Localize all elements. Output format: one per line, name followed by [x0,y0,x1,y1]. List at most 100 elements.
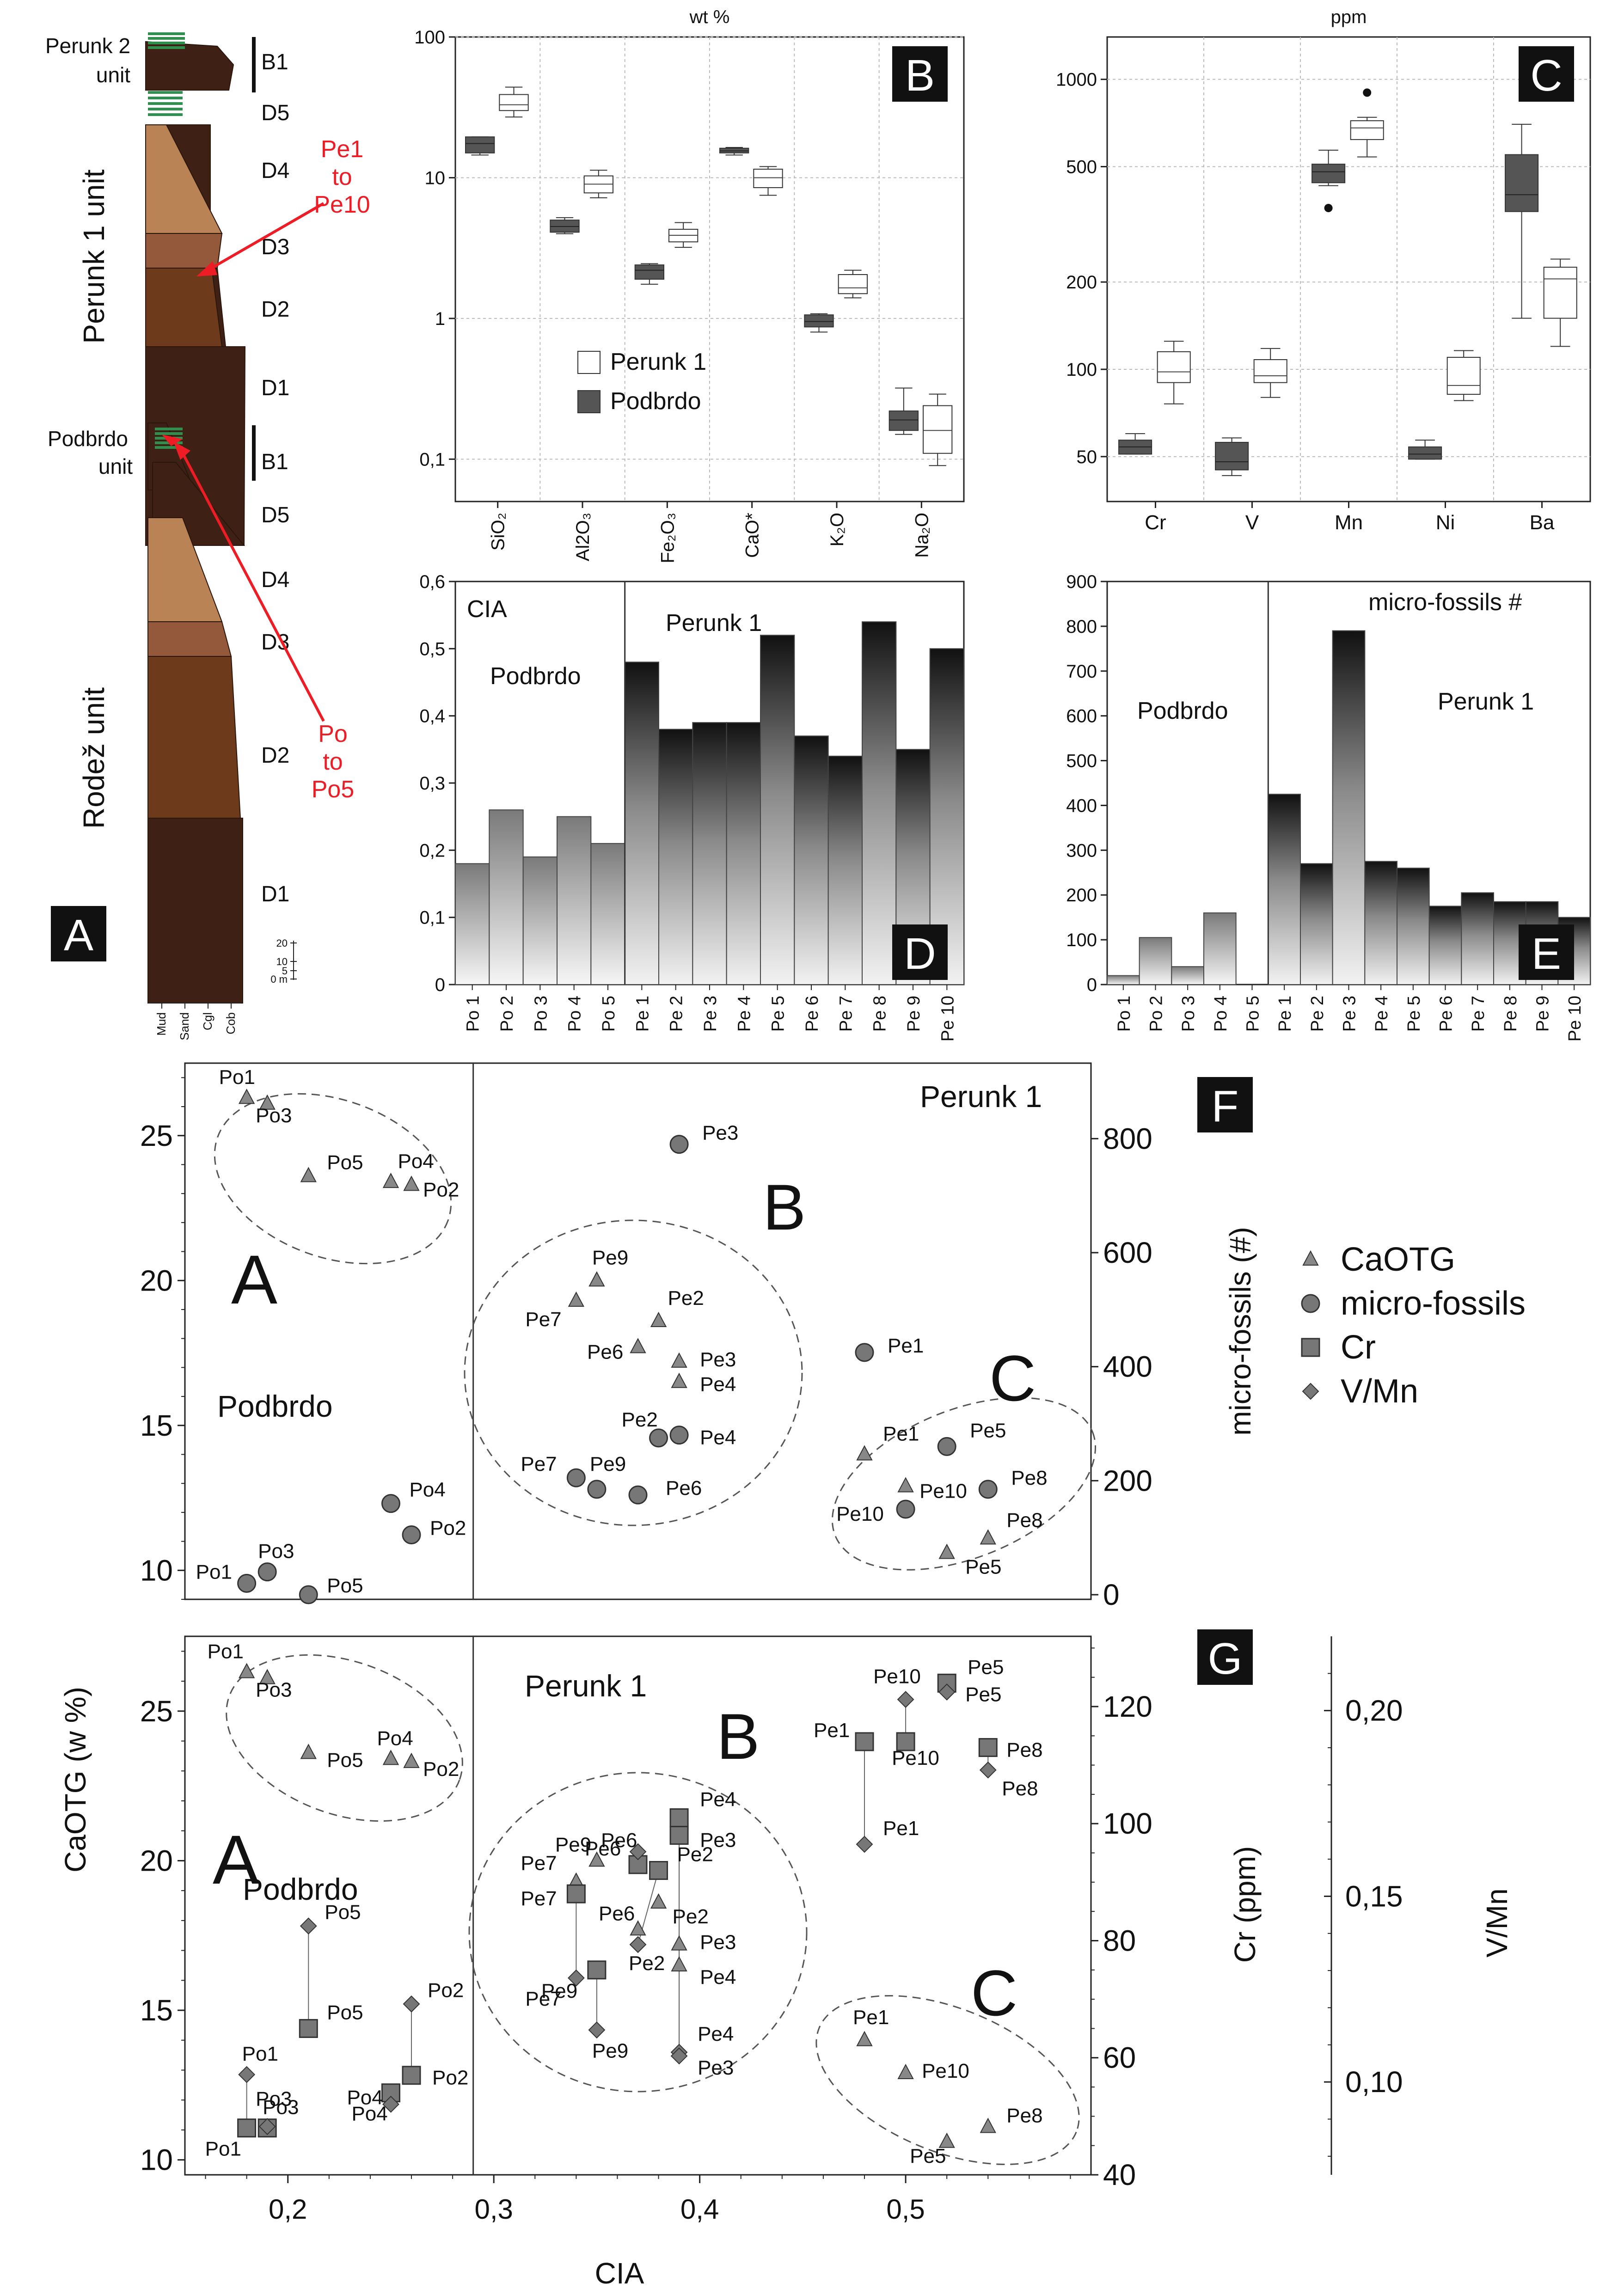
panel-g-point-label-pe2: Pe2 [677,1843,713,1866]
panel-f-point-caotg-po5 [300,1167,317,1182]
panel-e-xtick-label-6: Pe 2 [1308,996,1327,1032]
panel-c-ytick-label: 500 [1066,157,1097,177]
annotation-po-range: to [323,748,343,775]
panel-g-point-vmn-pe10 [897,1691,914,1708]
panel-g-y3tick-label: 0,10 [1345,2065,1403,2099]
panel-e-xtick-label-2: Po 3 [1179,996,1198,1032]
xtick-label-ni: Ni [1436,511,1455,534]
panel-b-ytick-label: 100 [414,27,445,48]
subunit-lower-b1: B1 [261,450,288,474]
panel-d-xtick-label-14: Pe 10 [938,996,957,1041]
panel-e-bar-po2 [1139,937,1172,985]
panel-g-point-label-pe7: Pe7 [521,1887,557,1910]
panel-g-point-caotg-pe2 [650,1893,667,1909]
panel-b-badge: B [892,46,948,102]
podbrdo-box-1 [1215,441,1249,471]
subunit-lower-d4: D4 [261,568,289,592]
panel-e-xtick-label-13: Pe 9 [1533,996,1553,1032]
panel-f-badge-box [1197,1077,1253,1132]
panel-g-point-label-pe6: Pe6 [601,1829,637,1852]
panel-g-point-caotg-pe10 [897,2063,914,2079]
panel-f-point-caotg-pe3 [671,1352,687,1368]
panel-g-xtick-label: 0,2 [269,2194,307,2225]
panel-e-xtick-label-8: Pe 4 [1372,996,1391,1032]
panel-g-y2tick-label: 60 [1103,2041,1136,2075]
xtick-label-2: Fe₂O₃ [657,513,678,563]
podbrdo-box-5 [889,410,919,431]
panel-f-y2tick-label: 600 [1103,1236,1152,1269]
panel-e-xtick-label-1: Po 2 [1147,996,1166,1032]
panel-d-group-podbrdo: Podbrdo [490,663,581,690]
panel-e-bar-pe3 [1332,630,1366,985]
panel-e-ytick-label: 900 [1066,572,1097,592]
unit-label-podbrdo-b: unit [98,454,133,478]
panel-g-xtick-label: 0,3 [474,2194,513,2225]
panel-d-bar-po2 [489,809,524,985]
panel-f-point-label-po5: Po5 [327,1151,363,1174]
annotation-arrow-po-head [173,441,190,460]
panel-f-point-label-pe7: Pe7 [525,1308,561,1331]
panel-f-point-label-pe6: Pe6 [666,1477,702,1499]
panel-b-ytick-label: 1 [435,309,445,329]
panel-f-point-label-pe5: Pe5 [965,1556,1001,1579]
panel-f-point-label-po5: Po5 [327,1574,363,1597]
panel-b-badge-letter: B [905,51,935,100]
panel-c: 50 100 200 500 1000 Cr V Mn Ni Ba ppm [1056,7,1591,534]
panel-g-frame [184,1635,1092,2176]
panel-f-ytick-label: 15 [140,1409,173,1442]
panel-d-bar-po5 [590,843,625,985]
panel-e-xtick-label-0: Po 1 [1115,996,1134,1032]
panel-d-xtick-label-5: Pe 1 [633,996,652,1032]
panel-f-cluster-label-a: A [231,1241,277,1318]
grain-label-sand: Sand [178,1012,191,1040]
panel-g-point-label-pe4: Pe4 [700,1788,736,1811]
panel-g-point-vmn-po3 [258,2118,276,2135]
panel-c-ytick-label: 200 [1066,272,1097,293]
panel-e-ytick-label: 800 [1066,617,1097,637]
panel-g-point-caotg-po5 [300,1744,317,1759]
panel-f-point-label-po2: Po2 [423,1178,459,1201]
subunit-upper-b1: B1 [261,50,288,74]
panel-g-point-label-pe1: Pe1 [883,1817,919,1840]
panel-f-y2tick-label: 400 [1103,1350,1152,1383]
panel-f-point-label-pe6: Pe6 [587,1340,623,1363]
legend-fg-marker-caotg [1302,1250,1319,1266]
panel-f-point-caotg-pe7 [568,1291,585,1307]
panel-f-cluster-label-b: B [763,1171,806,1243]
subunit-upper-d5: D5 [261,101,289,125]
panel-g-point-label-po5: Po5 [327,1749,363,1771]
panel-g-point-label-pe4: Pe4 [700,1966,736,1989]
panel-e-badge-letter: E [1532,929,1561,979]
panel-d-xtick-label-3: Po 4 [565,996,585,1032]
panel-g-point-label-pe9: Pe9 [592,2040,628,2062]
unit-label-rodez: Rodež unit [77,687,110,829]
panel-d-xtick-label-7: Pe 3 [701,996,720,1032]
panel-f-y2label: micro-fossils (#) [1224,1227,1257,1436]
perunk-box-3 [1446,357,1481,395]
panel-b-ytick-label: 10 [425,168,446,188]
panel-f-point-label-po1: Po1 [196,1561,232,1583]
panel-b-frame [454,36,965,502]
panel-f-y2tick-label: 0 [1103,1578,1120,1611]
podbrdo-box-2-outlier [1324,204,1333,213]
panel-f-point-micro-fossils-pe5 [937,1437,956,1456]
xtick-label-0: SiO₂ [488,513,509,551]
podbrdo-box-4 [804,314,834,328]
litho-upper-d4 [145,124,223,234]
panel-g-point-label-po3: Po3 [256,1679,292,1701]
panel-f-point-label-po1: Po1 [219,1066,255,1089]
panel-f-cluster-b [464,1219,803,1526]
panel-f-frame [184,1062,1092,1600]
panel-a-badge: A [51,906,106,961]
panel-f-point-label-po4: Po4 [409,1479,445,1501]
panel-e-xtick-label-4: Po 5 [1244,996,1263,1032]
panel-f-y2tick-label: 800 [1103,1122,1152,1155]
panel-f-region-podbrdo: Podbrdo [217,1389,333,1423]
panel-b-title: wt % [689,7,730,27]
panel-g-point-label-po2: Po2 [423,1758,459,1781]
panel-g-point-caotg-po2 [403,1752,420,1768]
panel-g-y2tick-label: 120 [1103,1690,1152,1723]
panel-f-cluster-c [831,1397,1097,1571]
podbrdo-box-0 [465,136,495,153]
panel-f-region-perunk: Perunk 1 [920,1079,1042,1114]
